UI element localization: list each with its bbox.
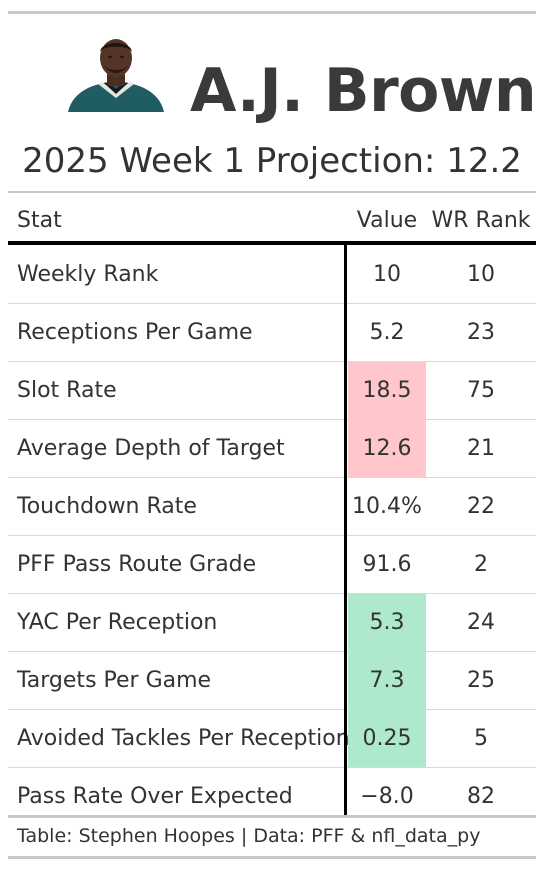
stat-label: Weekly Rank [17, 262, 159, 287]
table-row: PFF Pass Route Grade 91.6 2 [8, 536, 536, 594]
stat-value: 5.2 [369, 320, 405, 345]
wr-rank-value: 5 [474, 726, 488, 751]
table-row: Weekly Rank 10 10 [8, 246, 536, 304]
footer-rule [8, 856, 536, 859]
stat-value: 0.25 [348, 710, 426, 767]
player-name: A.J. Brown [190, 56, 537, 126]
wr-rank-value: 2 [474, 552, 488, 577]
bottom-rule [8, 815, 536, 818]
stat-label: YAC Per Reception [17, 610, 218, 635]
stat-label: Avoided Tackles Per Reception [17, 726, 350, 751]
stat-label: Average Depth of Target [17, 436, 285, 461]
source-credit: Table: Stephen Hoopes | Data: PFF & nfl_… [17, 825, 481, 847]
stat-value: 10 [373, 262, 401, 287]
projection-subtitle: 2025 Week 1 Projection: 12.2 [22, 141, 522, 181]
column-divider [344, 244, 347, 818]
wr-rank-value: 21 [467, 436, 495, 461]
table-row: YAC Per Reception 5.3 24 [8, 594, 536, 652]
stat-label: Touchdown Rate [17, 494, 197, 519]
stat-value: −8.0 [360, 784, 414, 809]
wr-rank-value: 24 [467, 610, 495, 635]
column-header-wr-rank: WR Rank [431, 208, 531, 233]
wr-rank-value: 10 [467, 262, 495, 287]
table-row: Slot Rate 18.5 75 [8, 362, 536, 420]
column-header-stat: Stat [17, 208, 62, 233]
stat-label: Targets Per Game [17, 668, 212, 693]
wr-rank-value: 23 [467, 320, 495, 345]
stat-value: 91.6 [362, 552, 412, 577]
table-row: Avoided Tackles Per Reception 0.25 5 [8, 710, 536, 768]
table-row: Pass Rate Over Expected −8.0 82 [8, 768, 536, 825]
wr-rank-value: 22 [467, 494, 495, 519]
stat-label: Pass Rate Over Expected [17, 784, 293, 809]
stat-value: 18.5 [348, 362, 426, 419]
table-row: Targets Per Game 7.3 25 [8, 652, 536, 710]
header-rule [8, 241, 536, 245]
table-row: Average Depth of Target 12.6 21 [8, 420, 536, 478]
stat-value: 10.4% [352, 494, 422, 519]
wr-rank-value: 75 [467, 378, 495, 403]
table-row: Touchdown Rate 10.4% 22 [8, 478, 536, 536]
stat-label: Slot Rate [17, 378, 117, 403]
wr-rank-value: 82 [467, 784, 495, 809]
header: A.J. Brown [8, 16, 537, 126]
stat-value: 5.3 [348, 594, 426, 651]
column-header-value: Value [356, 208, 418, 233]
subtitle-rule [8, 191, 536, 193]
player-headshot-icon [68, 39, 164, 112]
stat-label: PFF Pass Route Grade [17, 552, 257, 577]
stat-value: 7.3 [348, 652, 426, 709]
top-rule [8, 11, 536, 14]
stat-value: 12.6 [348, 420, 426, 477]
wr-rank-value: 25 [467, 668, 495, 693]
stat-label: Receptions Per Game [17, 320, 253, 345]
table-row: Receptions Per Game 5.2 23 [8, 304, 536, 362]
stat-table-body: Weekly Rank 10 10 Receptions Per Game 5.2 23 S… [8, 246, 536, 825]
